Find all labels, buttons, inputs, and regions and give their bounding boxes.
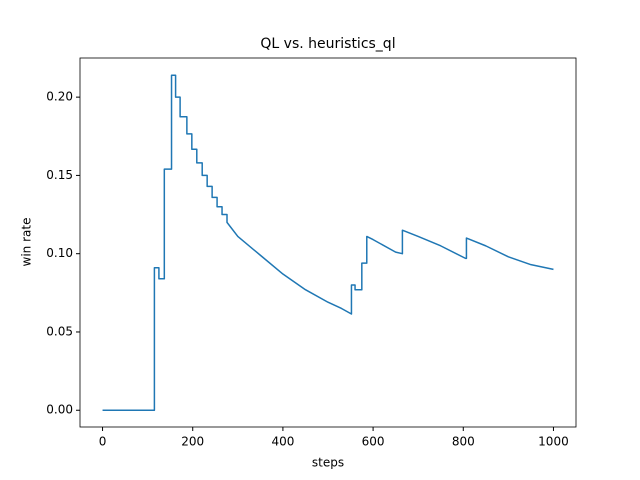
y-tick-label: 0.05	[46, 324, 73, 338]
y-tick-label: 0.20	[46, 90, 73, 104]
x-tick-label: 600	[362, 435, 385, 449]
x-tick-label: 400	[271, 435, 294, 449]
y-tick-label: 0.15	[46, 168, 73, 182]
x-tick-label: 0	[99, 435, 107, 449]
x-tick-label: 800	[452, 435, 475, 449]
y-axis-label: win rate	[20, 218, 34, 267]
data-line	[102, 74, 554, 411]
y-tick-label: 0.00	[46, 403, 73, 417]
x-axis-label: steps	[312, 456, 344, 470]
plot-frame	[79, 57, 577, 428]
y-tick-label: 0.10	[46, 246, 73, 260]
x-tick-label: 1000	[538, 435, 569, 449]
chart-title: QL vs. heuristics_ql	[260, 36, 395, 52]
x-tick-label: 200	[181, 435, 204, 449]
